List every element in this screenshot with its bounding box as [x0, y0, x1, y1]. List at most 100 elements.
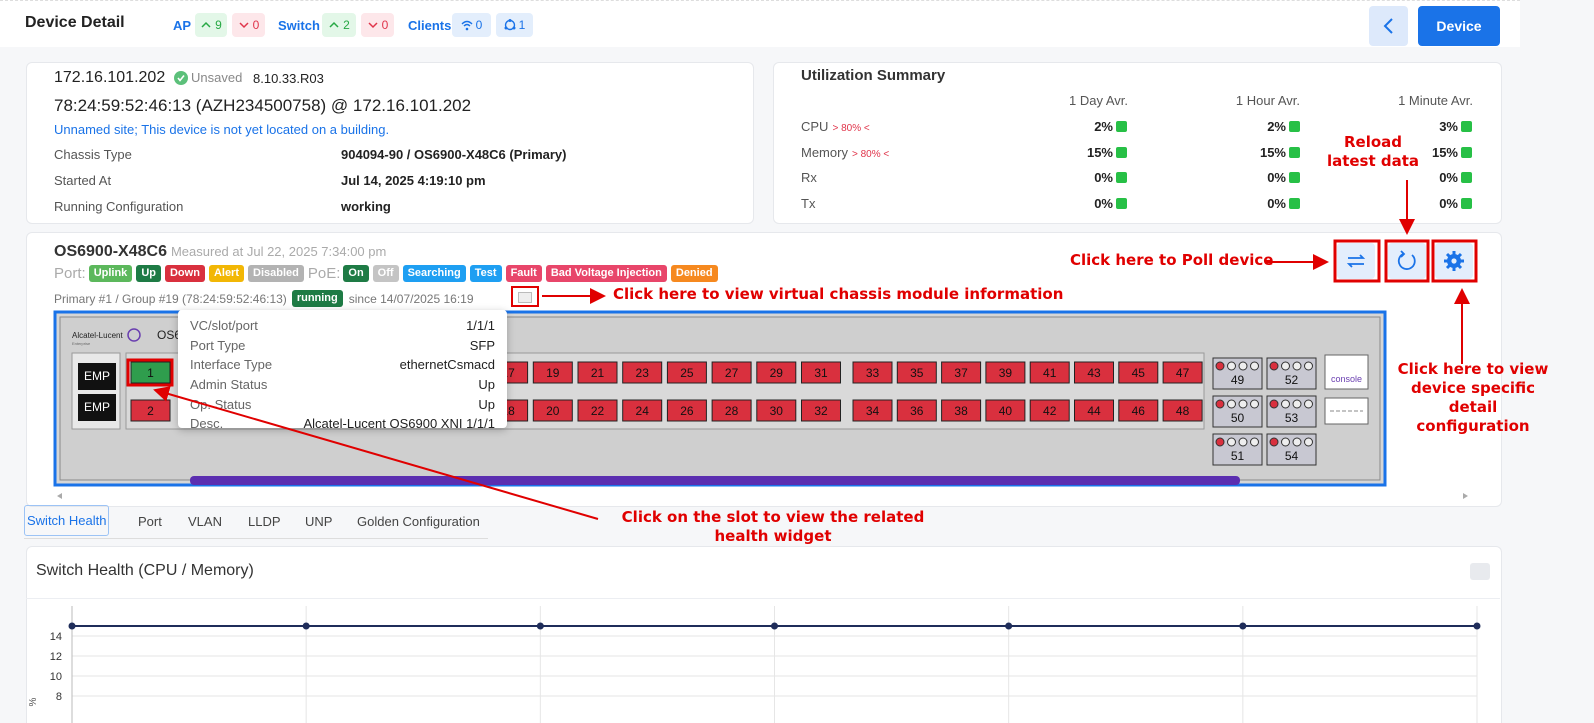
chart-menu[interactable]	[1470, 563, 1490, 580]
tooltip-value: Up	[478, 377, 495, 393]
sfp-led	[1281, 437, 1290, 447]
status-dot	[1116, 172, 1127, 184]
port-number: 42	[1043, 404, 1057, 418]
back-button[interactable]	[1369, 6, 1408, 46]
port	[1118, 361, 1159, 384]
status-dot	[1461, 172, 1472, 184]
util-value: 15%	[1431, 144, 1458, 160]
measured: Measured at Jul 22, 2025 7:34:00 pm	[170, 244, 387, 259]
port-number: 33	[866, 366, 880, 380]
port-number: 46	[1132, 404, 1146, 418]
status-dot	[1289, 146, 1300, 158]
field-value: Jul 14, 2025 4:19:10 pm	[341, 173, 486, 188]
ap-label: AP	[173, 18, 192, 33]
slot-annotation: Click on the slot to view the related he…	[621, 508, 925, 545]
sfp-led	[1238, 399, 1248, 409]
device-button[interactable]: Device	[1418, 6, 1500, 46]
port-number: 37	[954, 366, 968, 380]
port-number: 21	[591, 366, 605, 380]
emp-label: EMP	[84, 369, 110, 383]
sfp-led	[1292, 437, 1302, 447]
row-label: Memory > 80% <	[801, 145, 889, 160]
util-value: 15%	[1086, 144, 1113, 160]
port-number: 2	[147, 404, 154, 418]
status-dot	[1289, 198, 1300, 210]
point	[302, 622, 310, 630]
action-button[interactable]	[1337, 243, 1375, 279]
port-number: 38	[954, 404, 968, 418]
icon	[504, 19, 516, 31]
sfp-led	[1304, 361, 1313, 371]
icon	[201, 21, 211, 28]
tab[interactable]: Golden Configuration	[357, 514, 480, 529]
poe-state: Denied	[670, 265, 718, 282]
port-number: 48	[1176, 404, 1190, 418]
tab[interactable]: VLAN	[188, 514, 222, 529]
status-dot	[1461, 198, 1472, 210]
port	[941, 361, 982, 384]
config-annotation: Click here to view device specific detai…	[1397, 360, 1549, 435]
device-identity: 78:24:59:52:46:13 (AZH234500758) @ 172.1…	[54, 96, 472, 115]
tab[interactable]: LLDP	[248, 514, 281, 529]
scroll-right	[1463, 493, 1468, 499]
port-number: 28	[725, 404, 739, 418]
count: 9	[215, 18, 222, 32]
port	[852, 399, 893, 422]
port-number: 39	[999, 366, 1013, 380]
sfp-led	[1281, 399, 1290, 409]
point	[1239, 622, 1247, 630]
port	[1118, 399, 1159, 422]
port-number: 43	[1087, 366, 1101, 380]
sfp-led	[1215, 361, 1225, 371]
count: 0	[475, 18, 483, 32]
sfp-number: 54	[1285, 449, 1299, 463]
port	[666, 399, 707, 422]
point	[771, 622, 778, 630]
port	[941, 399, 982, 422]
tooltip-row: Admin Status Up	[190, 375, 495, 395]
sfp-led	[1304, 399, 1313, 409]
util-value: 0%	[1267, 170, 1286, 186]
action-button[interactable]	[1435, 243, 1473, 279]
vendor: Alcatel-Lucent	[72, 331, 123, 340]
sfp-number: 51	[1231, 449, 1245, 463]
clients-label: Clients	[408, 18, 452, 33]
vc-annotation: Click here to view virtual chassis modul…	[613, 285, 1064, 303]
threshold: > 80% <	[851, 148, 890, 160]
util-value: 0%	[1439, 196, 1458, 212]
column-header: 1 Hour Avr.	[1235, 93, 1300, 108]
action-button[interactable]	[1388, 243, 1426, 279]
icon	[461, 20, 473, 31]
clients-wifi: 0	[452, 13, 491, 37]
icon	[239, 22, 249, 29]
tab[interactable]: Port	[138, 514, 162, 529]
tooltip-row: Interface Type ethernetCsmacd	[190, 355, 495, 375]
icon	[1346, 254, 1366, 268]
status: Unsaved	[174, 70, 242, 85]
row-label: Tx	[801, 196, 815, 211]
sfp-number: 50	[1231, 411, 1245, 425]
port	[1162, 361, 1203, 384]
port-number: 32	[814, 404, 828, 418]
util-value: 0%	[1094, 196, 1113, 212]
port	[985, 361, 1026, 384]
count: 2	[343, 18, 350, 32]
port-state: Up	[136, 265, 161, 282]
sfp-led	[1215, 437, 1225, 447]
tab[interactable]: Switch Health	[24, 505, 110, 536]
point	[536, 622, 544, 630]
port	[756, 361, 797, 384]
status-dot	[1461, 121, 1472, 132]
port	[577, 361, 618, 384]
tooltip-label: Interface Type	[190, 357, 273, 373]
count: 0	[381, 18, 389, 32]
back-icon	[1383, 18, 1393, 34]
port	[1029, 361, 1070, 384]
sfp-led	[1250, 437, 1259, 447]
tab[interactable]: UNP	[305, 514, 333, 529]
field-label: Running Configuration	[54, 199, 184, 214]
vc-icon[interactable]	[518, 292, 532, 303]
status-dot	[1116, 198, 1127, 210]
y-tick-label: 8	[56, 691, 62, 703]
tooltip-value: Alcatel-Lucent OS6900 XNI 1/1/1	[303, 416, 495, 432]
